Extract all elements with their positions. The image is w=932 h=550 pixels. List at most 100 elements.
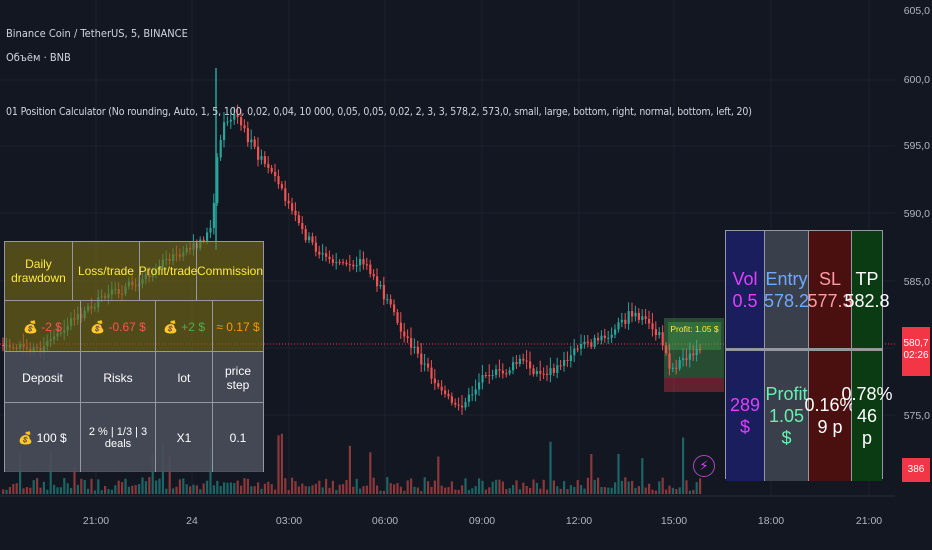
indicator-legend[interactable]: 01 Position Calculator (No rounding, Aut… (6, 106, 752, 118)
volume-bar (488, 487, 491, 494)
candle-body (454, 402, 457, 405)
volume-bar (240, 485, 243, 494)
amount-cell: 289 $ (726, 351, 765, 481)
candle-body (590, 342, 593, 347)
candle-body (308, 236, 311, 241)
volume-bar (53, 484, 56, 494)
volume-bar (396, 483, 399, 494)
candle-body (433, 378, 436, 384)
volume-bar (467, 490, 470, 494)
volume-bar (212, 485, 215, 494)
volume-bar (263, 483, 266, 494)
candle-body (491, 375, 494, 377)
risks-header: Risks (81, 352, 156, 403)
volume-bar (607, 487, 610, 494)
candle-body (444, 390, 447, 394)
volume-bar (379, 490, 382, 494)
volume-bar (491, 481, 494, 494)
volume-bar (107, 489, 110, 494)
volume-bar (495, 479, 498, 494)
money-bag-icon: 💰 (23, 319, 38, 334)
volume-bar (641, 458, 644, 494)
candle-body (512, 362, 515, 371)
volume-bar (216, 480, 219, 494)
volume-bar (165, 488, 168, 494)
volume-bar (695, 482, 698, 494)
volume-bar (260, 488, 263, 494)
params-values-row: 💰 100 $ 2 % | 1/3 | 3 deals X1 0.1 (5, 402, 263, 472)
volume-bar (158, 478, 161, 494)
volume-bar (369, 452, 372, 494)
volume-bar (352, 486, 355, 494)
candle-body (478, 382, 481, 390)
volume-bar (223, 482, 226, 494)
volume-bar (93, 490, 96, 494)
money-bag-icon: 💰 (163, 319, 178, 334)
volume-bar (403, 490, 406, 494)
candle-body (525, 360, 528, 362)
entry-cell: Entry 578.2 (763, 231, 810, 348)
volume-bar (331, 480, 334, 494)
volume-bar (576, 480, 579, 494)
candle-body (569, 355, 572, 361)
candle-body (532, 368, 535, 375)
volume-bar (311, 485, 314, 494)
volume-bar (270, 484, 273, 494)
volume-bar (678, 487, 681, 494)
candle-body (634, 312, 637, 317)
volume-bar (59, 487, 62, 494)
entry-label: Entry (765, 268, 808, 289)
profit-tag: Profit: 1.05 $ (668, 322, 721, 350)
volume-bar (141, 477, 144, 494)
candle-body (206, 232, 209, 241)
candle-body (291, 203, 294, 211)
volume-bar (566, 489, 569, 494)
candle-body (648, 318, 651, 324)
candle-body (297, 215, 300, 224)
candle-body (471, 394, 474, 396)
volume-bar (617, 453, 620, 494)
candle-body (253, 139, 256, 147)
lightning-icon[interactable]: ⚡ (693, 455, 715, 477)
volume-bar (498, 479, 501, 494)
volume-legend[interactable]: Объём · BNB (6, 51, 71, 64)
volume-bar (192, 484, 195, 494)
volume-bar (627, 481, 630, 494)
volume-bar (586, 477, 589, 494)
candle-body (661, 332, 664, 346)
volume-bar (325, 478, 328, 494)
time-tick: 12:00 (565, 515, 593, 527)
candle-body (488, 375, 491, 377)
candle-body (658, 332, 661, 336)
profit-trade-header: Profit/trade (139, 242, 197, 300)
candle-body (314, 242, 317, 252)
candle-body (501, 370, 504, 374)
symbol-legend[interactable]: Binance Coin / TetherUS, 5, BINANCE (6, 27, 188, 40)
volume-bar (600, 486, 603, 494)
volume-bar (631, 480, 634, 494)
candle-body (450, 396, 453, 403)
candle-body (678, 359, 681, 369)
volume-bar (15, 483, 18, 494)
candle-body (464, 401, 467, 408)
candle-body (379, 285, 382, 287)
candle-body (654, 329, 657, 336)
tp-cell: TP 582.8 (844, 231, 890, 348)
volume-bar (505, 489, 508, 494)
time-tick: 21:00 (82, 515, 110, 527)
volume-bar (46, 489, 49, 494)
volume-bar (512, 484, 515, 494)
volume-bar (151, 453, 154, 494)
volume-bar (117, 480, 120, 494)
volume-bar (590, 454, 593, 494)
entry-value: 578.2 (763, 290, 810, 311)
risks-value: 2 % | 1/3 | 3 deals (81, 403, 156, 472)
volume-bar (83, 479, 86, 494)
candle-body (539, 371, 542, 374)
volume-bar (36, 478, 39, 494)
volume-bar (658, 481, 661, 494)
volume-bar (508, 488, 511, 494)
candle-body (535, 371, 538, 375)
volume-bar (56, 487, 59, 494)
volume-bar (440, 485, 443, 494)
